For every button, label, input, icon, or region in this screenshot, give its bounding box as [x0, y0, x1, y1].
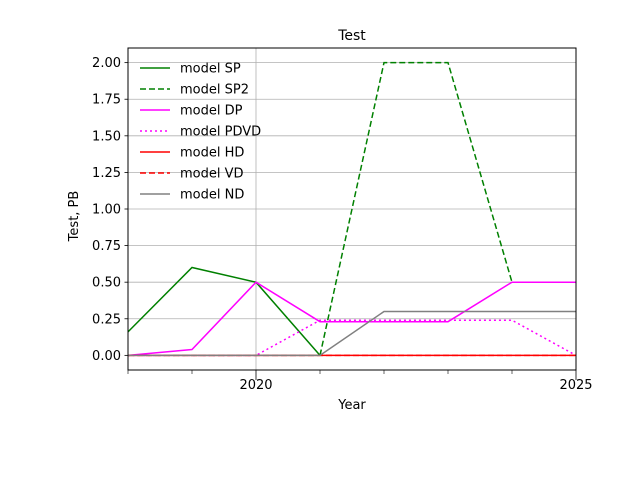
legend-label: model PDVD	[180, 125, 261, 140]
y-tick-label: 1.25	[92, 166, 121, 181]
x-tick-label: 2020	[239, 378, 272, 393]
series-line	[127, 281, 576, 357]
series-line	[128, 310, 576, 357]
y-axis-label: Test, PB	[67, 191, 82, 243]
y-tick-label: 0.25	[92, 312, 121, 327]
series-line	[128, 319, 577, 357]
legend-label: model DP	[180, 104, 243, 119]
x-axis-label: Year	[337, 398, 366, 413]
legend-label: model ND	[180, 188, 244, 203]
legend: model SP model SP2 model DP model PDVD model…	[140, 62, 261, 203]
legend-label: model SP2	[180, 83, 249, 98]
chart-title: Test	[337, 28, 366, 44]
x-tick-label: 2025	[559, 378, 592, 393]
y-tick-label: 1.50	[92, 129, 121, 144]
y-tick-label: 0.75	[92, 239, 121, 254]
y-tick-label: 1.00	[92, 203, 121, 218]
legend-label: model HD	[180, 146, 244, 161]
series-lines	[127, 61, 577, 357]
series-line	[127, 266, 321, 356]
axes: 0.00 0.25 0.50 0.75 1.00 1.25 1.50 1.75 2.00 2020…	[92, 56, 593, 393]
y-tick-label: 1.75	[92, 93, 121, 108]
y-tick-label: 2.00	[92, 56, 121, 71]
y-tick-label: 0.50	[92, 276, 121, 291]
y-tick-label: 0.00	[92, 349, 121, 364]
legend-label: model VD	[180, 167, 244, 182]
legend-label: model SP	[180, 62, 241, 77]
